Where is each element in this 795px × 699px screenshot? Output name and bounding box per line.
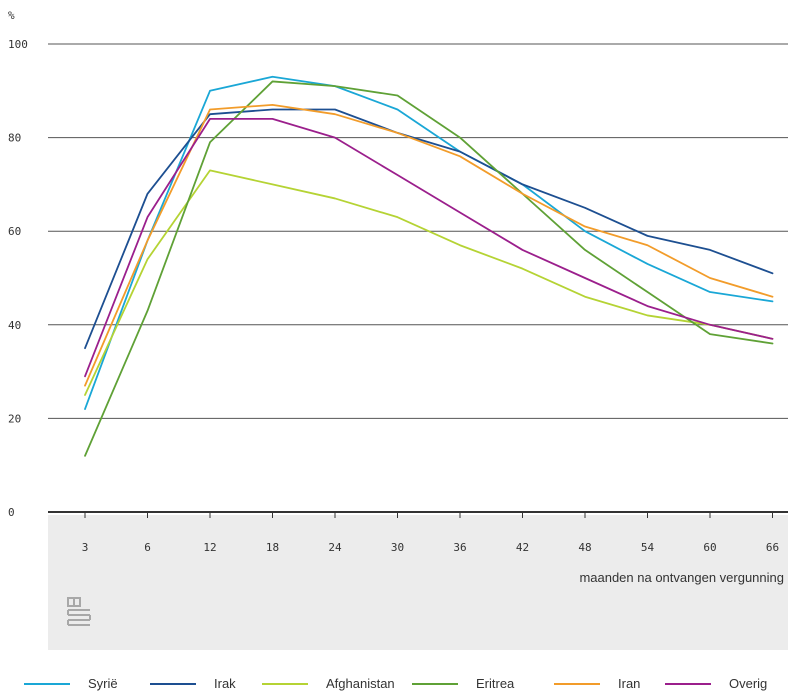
legend-label: Iran xyxy=(618,676,640,691)
x-tick-label: 24 xyxy=(328,541,342,554)
cbs-logo-icon xyxy=(67,597,91,626)
series-line-afghanistan xyxy=(84,169,774,396)
y-tick-label: 20 xyxy=(8,412,21,425)
x-axis-title: maanden na ontvangen vergunning xyxy=(579,570,784,585)
x-tick-label: 66 xyxy=(766,541,779,554)
x-tick-label: 54 xyxy=(641,541,655,554)
y-axis-unit-label: % xyxy=(8,9,15,22)
x-tick-label: 60 xyxy=(703,541,716,554)
x-tick-label: 30 xyxy=(391,541,404,554)
series-line-syrië xyxy=(84,75,774,410)
x-tick-label: 6 xyxy=(144,541,151,554)
x-axis-ticks: 3 6 12 18 24 30 36 42 48 54 60 66 xyxy=(82,512,779,554)
x-tick-label: 3 xyxy=(82,541,89,554)
series-line-iran xyxy=(84,103,774,387)
x-tick-label: 12 xyxy=(203,541,216,554)
x-tick-label: 36 xyxy=(453,541,466,554)
x-tick-label: 18 xyxy=(266,541,279,554)
legend-label: Eritrea xyxy=(476,676,515,691)
y-tick-label: 0 xyxy=(8,506,15,519)
y-tick-label: 60 xyxy=(8,225,21,238)
series-line-eritrea xyxy=(84,80,774,457)
series-lines xyxy=(84,75,774,457)
x-tick-label: 42 xyxy=(516,541,529,554)
y-tick-label: 40 xyxy=(8,319,21,332)
x-axis-band xyxy=(48,515,788,650)
y-tick-label: 80 xyxy=(8,132,21,145)
legend: Syrië Irak Afghanistan Eritrea Iran Overig xyxy=(24,676,767,691)
y-tick-label: 100 xyxy=(8,38,28,51)
legend-label: Overig xyxy=(729,676,767,691)
legend-label: Irak xyxy=(214,676,236,691)
legend-label: Syrië xyxy=(88,676,118,691)
legend-label: Afghanistan xyxy=(326,676,395,691)
series-line-overig xyxy=(84,117,774,378)
x-tick-label: 48 xyxy=(578,541,591,554)
series-line-irak xyxy=(84,108,774,350)
y-axis-ticks: 0 20 40 60 80 100 xyxy=(8,38,28,519)
gridlines xyxy=(48,43,788,513)
